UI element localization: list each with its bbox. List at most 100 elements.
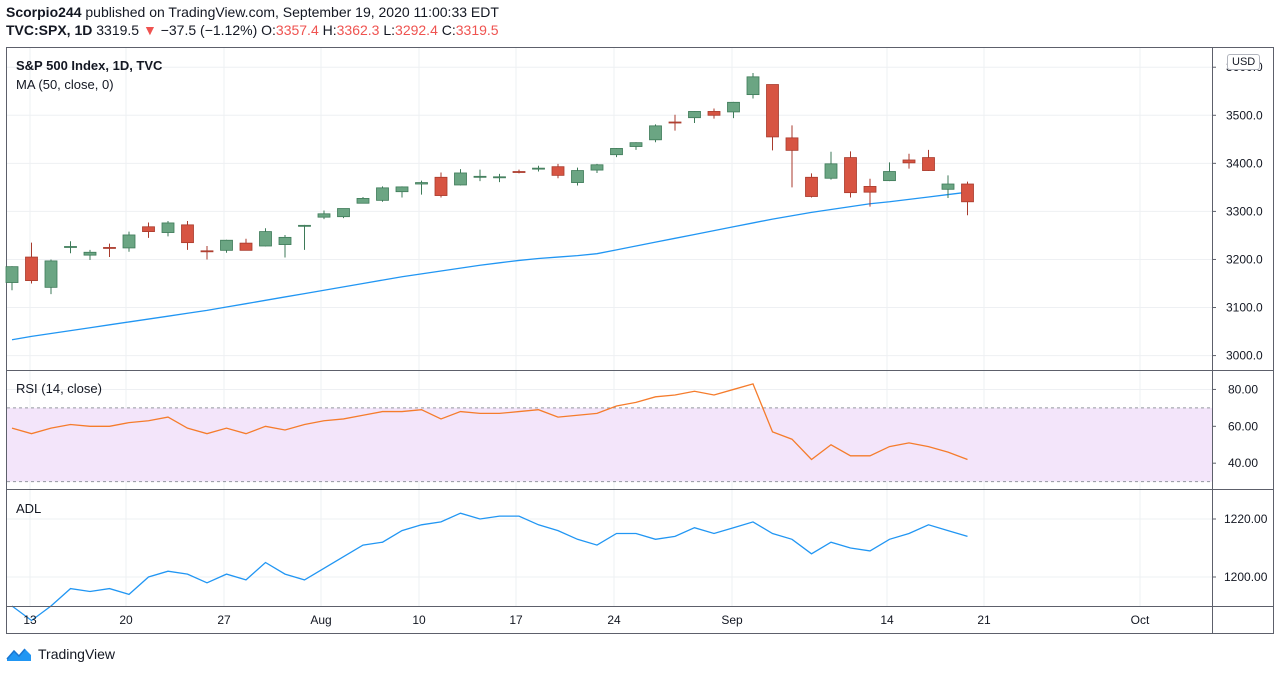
rsi-indicator-label[interactable]: RSI (14, close) — [16, 381, 102, 396]
close-label: C: — [441, 22, 456, 38]
author-name[interactable]: Scorpio244 — [6, 4, 82, 20]
candle-up — [688, 111, 701, 119]
tradingview-brand[interactable]: TradingView — [38, 646, 116, 662]
candle-up — [941, 183, 955, 190]
candle-up — [649, 125, 662, 141]
adl-indicator-label[interactable]: ADL — [16, 501, 41, 516]
candle-down — [25, 256, 38, 282]
candle-up — [161, 222, 175, 233]
candle-up — [298, 224, 311, 227]
ma50-line — [11, 191, 968, 341]
candle-up — [376, 187, 389, 201]
candle-up — [395, 186, 409, 193]
open-label: O: — [261, 22, 276, 38]
chart-title: S&P 500 Index, 1D, TVC — [16, 58, 163, 73]
open-value: 3357.4 — [275, 22, 319, 38]
candle-up — [44, 260, 58, 288]
tradingview-logo-icon[interactable] — [6, 646, 32, 662]
candle-down — [844, 157, 857, 194]
candle-down — [142, 226, 155, 232]
rsi-tick-label: 60.00 — [1228, 419, 1258, 433]
candle-down — [707, 111, 721, 116]
rsi-tick-label: 80.00 — [1228, 382, 1258, 396]
footer: TradingView — [6, 643, 115, 665]
candle-down — [902, 159, 916, 164]
publish-info: Scorpio244 published on TradingView.com,… — [6, 4, 499, 20]
candle-down — [805, 176, 818, 197]
x-tick-label: 17 — [509, 613, 523, 627]
symbol: TVC:SPX, 1D — [6, 22, 93, 38]
candle-up — [5, 266, 19, 283]
price-tick-label: 3100.0 — [1226, 301, 1263, 315]
candle-up — [356, 198, 370, 204]
candle-up — [317, 213, 331, 218]
candle-up — [493, 176, 506, 179]
x-tick-label: 21 — [977, 613, 991, 627]
x-tick-label: Oct — [1131, 613, 1150, 627]
ma-indicator-label[interactable]: MA (50, close, 0) — [16, 77, 114, 92]
high-label: H: — [322, 22, 337, 38]
down-arrow-icon: ▼ — [142, 22, 157, 38]
candle-up — [278, 236, 292, 245]
rsi-band — [7, 407, 1212, 482]
candle-up — [746, 76, 760, 96]
candle-down — [434, 176, 448, 196]
low-label: L: — [383, 22, 396, 38]
rsi-tick-label: 40.00 — [1228, 456, 1258, 470]
price-tick-label: 3200.0 — [1226, 252, 1263, 266]
adl-tick-label: 1220.00 — [1224, 512, 1268, 526]
price-tick-label: 3400.0 — [1226, 156, 1263, 170]
symbol-info: TVC:SPX, 1D 3319.5 ▼ −37.5 (−1.12%) O:33… — [6, 22, 499, 38]
close-value: 3319.5 — [455, 22, 499, 38]
candle-up — [629, 142, 643, 147]
x-tick-label: 14 — [880, 613, 894, 627]
currency-badge[interactable]: USD — [1227, 54, 1261, 70]
publish-text: published on TradingView.com, September … — [85, 4, 499, 20]
candle-down — [551, 166, 565, 176]
x-tick-label: 27 — [217, 613, 231, 627]
x-tick-label: 13 — [23, 613, 37, 627]
candle-down — [512, 171, 526, 173]
candle-up — [337, 208, 350, 218]
adl-line — [11, 512, 968, 622]
x-tick-label: Aug — [310, 613, 331, 627]
high-value: 3362.3 — [336, 22, 380, 38]
candle-up — [83, 251, 97, 256]
candle-down — [103, 247, 116, 249]
candle-up — [883, 171, 896, 182]
candle-up — [727, 101, 740, 113]
candle-up — [259, 231, 272, 247]
candle-down — [766, 84, 779, 138]
x-tick-label: 10 — [412, 613, 426, 627]
candle-down — [239, 242, 253, 251]
candle-up — [824, 163, 838, 179]
x-tick-label: Sep — [721, 613, 743, 627]
candle-up — [220, 239, 233, 251]
candle-down — [961, 183, 974, 203]
price-tick-label: 3300.0 — [1226, 204, 1263, 218]
price-tick-label: 3000.0 — [1226, 349, 1263, 363]
candle-up — [571, 170, 584, 183]
candle-down — [668, 121, 682, 124]
candle-up — [454, 172, 467, 186]
candle-up — [64, 246, 77, 248]
adl-tick-label: 1200.00 — [1224, 570, 1268, 584]
candle-down — [785, 137, 799, 151]
candle-down — [181, 224, 194, 244]
low-value: 3292.4 — [395, 22, 438, 38]
candle-up — [473, 175, 487, 178]
candle-up — [590, 164, 604, 171]
rsi-line — [11, 383, 968, 461]
candle-down — [922, 157, 935, 171]
chart-frame — [6, 47, 1274, 634]
x-tick-label: 24 — [607, 613, 621, 627]
x-tick-label: 20 — [119, 613, 133, 627]
candle-down — [200, 250, 214, 253]
candle-up — [415, 182, 428, 185]
last-price: 3319.5 — [96, 22, 140, 38]
candle-up — [610, 148, 623, 156]
price-tick-label: 3500.0 — [1226, 108, 1263, 122]
candle-down — [863, 186, 877, 193]
candle-up — [122, 234, 136, 249]
